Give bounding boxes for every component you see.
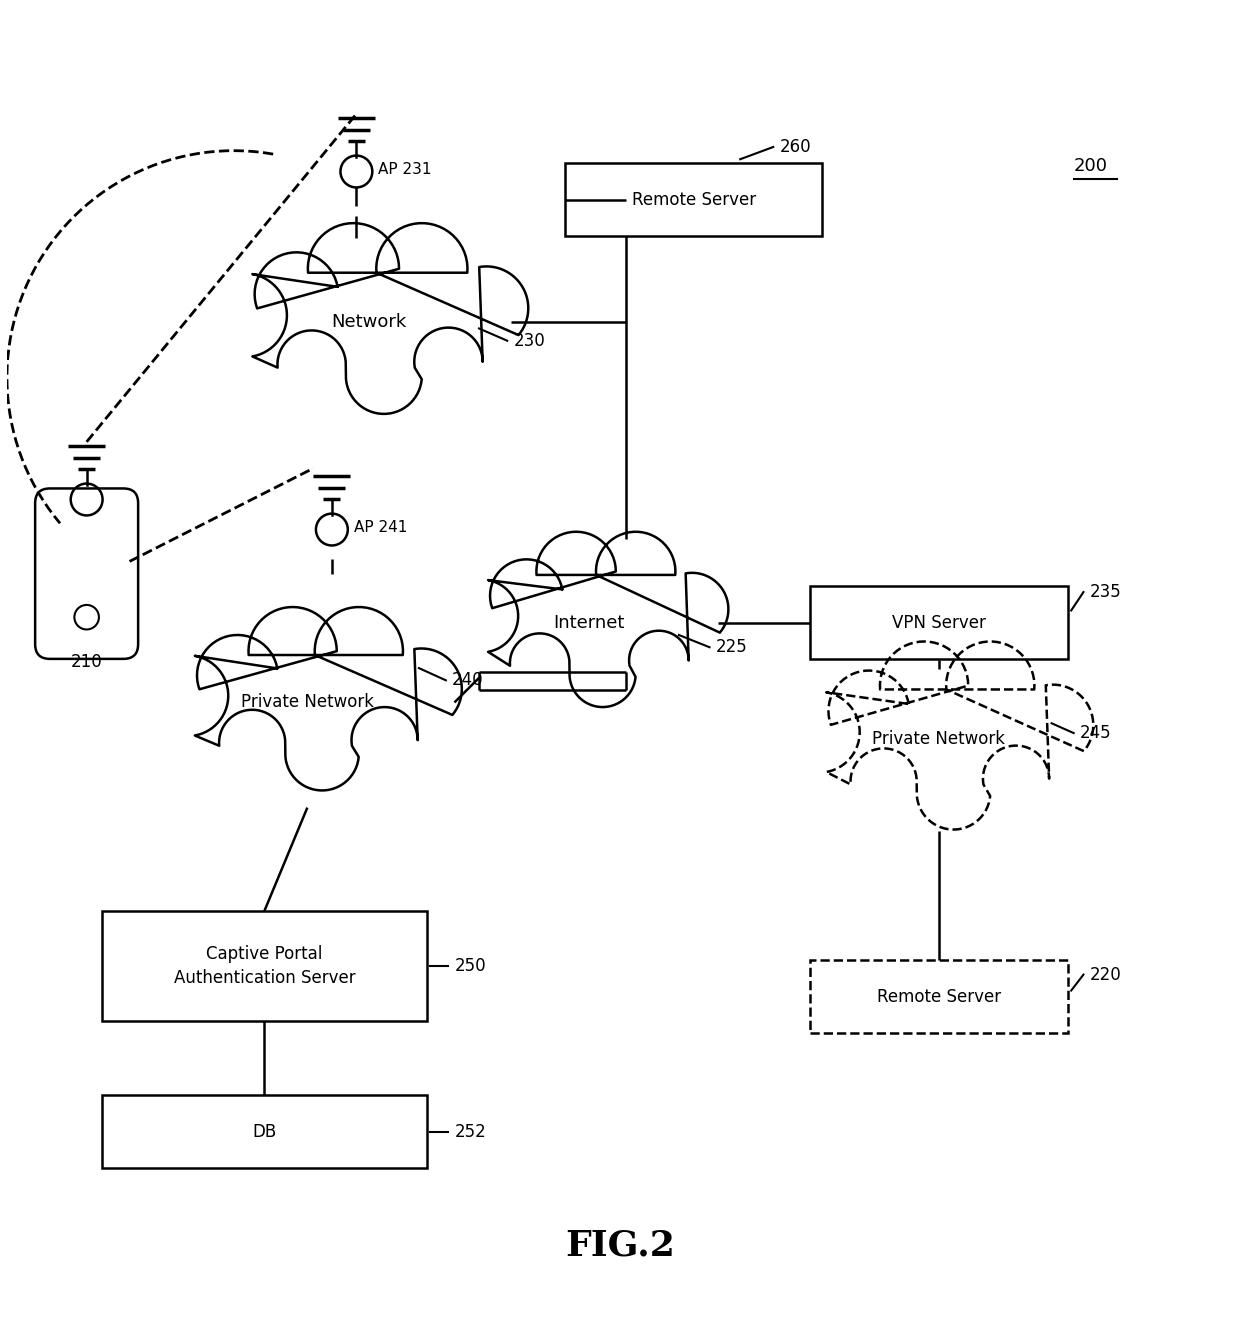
Text: 225: 225 — [715, 638, 748, 657]
Bar — [810, 960, 1068, 1034]
Text: Captive Portal
Authentication Server: Captive Portal Authentication Server — [174, 946, 355, 987]
Text: 240: 240 — [453, 671, 484, 690]
Bar — [102, 1095, 427, 1169]
Text: 235: 235 — [1090, 583, 1121, 601]
Text: Private Network: Private Network — [872, 731, 1006, 748]
Text: 220: 220 — [1090, 966, 1121, 984]
Text: AP 231: AP 231 — [378, 161, 432, 177]
Bar — [102, 911, 427, 1021]
Text: Internet: Internet — [553, 613, 625, 632]
Text: 250: 250 — [455, 958, 486, 975]
Text: FIG.2: FIG.2 — [565, 1228, 675, 1262]
Bar — [565, 164, 822, 236]
Text: Remote Server: Remote Server — [631, 191, 755, 208]
Text: 200: 200 — [1074, 157, 1107, 175]
Text: 260: 260 — [780, 138, 811, 156]
Text: Remote Server: Remote Server — [877, 988, 1001, 1005]
Text: 210: 210 — [71, 653, 103, 671]
Text: AP 241: AP 241 — [353, 520, 407, 534]
Text: VPN Server: VPN Server — [892, 613, 986, 632]
Bar — [810, 586, 1068, 660]
Text: 252: 252 — [455, 1122, 486, 1141]
Text: DB: DB — [252, 1122, 277, 1141]
Text: Private Network: Private Network — [241, 694, 373, 711]
Text: Network: Network — [331, 314, 407, 331]
Text: 230: 230 — [513, 331, 546, 350]
Text: 245: 245 — [1080, 724, 1111, 743]
